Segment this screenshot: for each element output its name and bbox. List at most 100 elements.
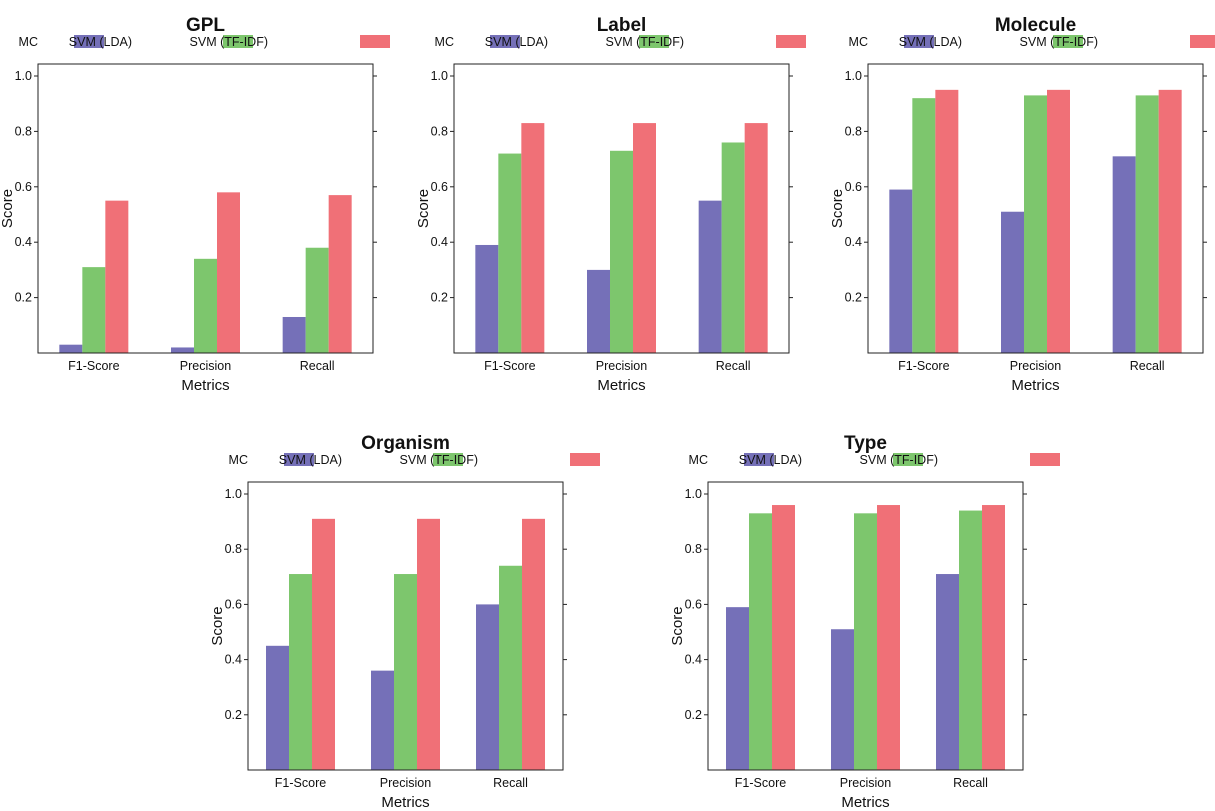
x-tick-label: Precision: [840, 776, 891, 790]
legend-swatch: [360, 35, 390, 48]
bar: [266, 645, 289, 770]
y-tick-label: 1.0: [15, 69, 32, 83]
bar: [772, 505, 795, 770]
bar: [371, 670, 394, 770]
x-tick-label: Precision: [380, 776, 431, 790]
x-tick-label: Precision: [596, 359, 647, 373]
chart-panel-type: Type MC SVM (LDA) SVM (TF-IDF) F1-Score Preci…: [669, 433, 1060, 811]
y-tick-label: 0.6: [15, 180, 32, 194]
legend-label: SVM (TF-IDF): [400, 453, 478, 467]
y-tick-label: 0.2: [431, 291, 448, 305]
legend-label: MC: [19, 35, 38, 49]
x-tick-label: F1-Score: [275, 776, 326, 790]
x-tick-label: Recall: [493, 776, 528, 790]
legend-swatch: [904, 35, 934, 48]
y-tick-label: 0.4: [15, 235, 32, 249]
x-tick-label: Precision: [1010, 359, 1061, 373]
y-tick-label: 0.8: [431, 124, 448, 138]
y-tick-label: 1.0: [685, 487, 702, 501]
plot-frame: [247, 481, 564, 771]
bar: [854, 513, 877, 770]
legend-label: MC: [849, 35, 868, 49]
bar: [1047, 89, 1070, 353]
legend-label: SVM (LDA): [899, 35, 962, 49]
legend-label: SVM (TF-IDF): [190, 35, 268, 49]
y-axis-title: Score: [415, 189, 432, 228]
bar: [831, 629, 854, 770]
y-tick-label: 0.2: [845, 291, 862, 305]
legend-swatch: [744, 453, 774, 466]
bar: [1158, 89, 1182, 353]
y-tick-label: 0.2: [225, 708, 242, 722]
y-tick-label: 0.4: [431, 235, 448, 249]
legend-label: SVM (LDA): [485, 35, 548, 49]
legend-label: MC: [689, 453, 708, 467]
chart-title: GPL: [186, 15, 225, 36]
bar: [394, 574, 417, 770]
y-tick-label: 0.6: [685, 597, 702, 611]
x-tick-label: Recall: [716, 359, 751, 373]
bar: [587, 269, 610, 353]
bar: [721, 142, 745, 353]
y-tick-label: 0.8: [845, 124, 862, 138]
legend-swatch: [1053, 35, 1083, 48]
bar: [475, 244, 499, 353]
legend-swatch: [433, 453, 463, 466]
bar: [959, 510, 982, 770]
chart-title: Label: [597, 15, 647, 36]
legend-swatch: [223, 35, 253, 48]
legend-swatch: [74, 35, 104, 48]
legend-swatch: [570, 453, 600, 466]
bar: [1112, 156, 1136, 353]
y-axis-title: Score: [669, 606, 686, 645]
bar: [698, 200, 722, 353]
legend-label: SVM (LDA): [739, 453, 802, 467]
bar: [521, 123, 545, 353]
plot-frame: [867, 63, 1204, 354]
bar: [82, 267, 106, 353]
legend-swatch: [284, 453, 314, 466]
bar: [744, 123, 768, 353]
chart-title: Organism: [361, 433, 450, 454]
y-tick-label: 1.0: [431, 69, 448, 83]
x-tick-label: F1-Score: [735, 776, 786, 790]
bar: [171, 347, 194, 353]
y-axis-title: Score: [209, 606, 226, 645]
x-tick-label: Recall: [1130, 359, 1165, 373]
x-tick-label: Recall: [300, 359, 335, 373]
y-axis-title: Score: [829, 189, 846, 228]
legend-swatch: [490, 35, 520, 48]
y-axis-title: Score: [0, 189, 16, 228]
plot-frame: [37, 63, 374, 354]
y-tick-label: 0.8: [15, 124, 32, 138]
bar: [217, 192, 240, 353]
x-axis-title: Metrics: [1011, 377, 1059, 394]
bar: [194, 258, 217, 353]
bar: [312, 518, 335, 770]
x-axis-title: Metrics: [841, 794, 889, 811]
x-tick-label: F1-Score: [484, 359, 535, 373]
bar: [59, 344, 83, 353]
bar: [476, 604, 499, 770]
bar: [1135, 95, 1159, 353]
chart-panel-gpl: GPL MC SVM (LDA) SVM (TF-IDF) F1-Score Precis…: [0, 15, 390, 394]
y-tick-label: 0.6: [845, 180, 862, 194]
bar: [1024, 95, 1047, 353]
x-tick-label: Recall: [953, 776, 988, 790]
bar: [289, 574, 312, 770]
bar: [912, 98, 936, 353]
legend-swatch: [1030, 453, 1060, 466]
plot-frame: [453, 63, 790, 354]
legend-label: SVM (TF-IDF): [860, 453, 938, 467]
bar: [522, 518, 545, 770]
bar: [282, 316, 306, 353]
legend-label: MC: [229, 453, 248, 467]
bar: [935, 89, 959, 353]
x-axis-title: Metrics: [181, 377, 229, 394]
bar: [610, 150, 633, 353]
y-tick-label: 0.4: [225, 653, 242, 667]
y-tick-label: 0.2: [685, 708, 702, 722]
legend-swatch: [776, 35, 806, 48]
bar: [726, 607, 749, 770]
